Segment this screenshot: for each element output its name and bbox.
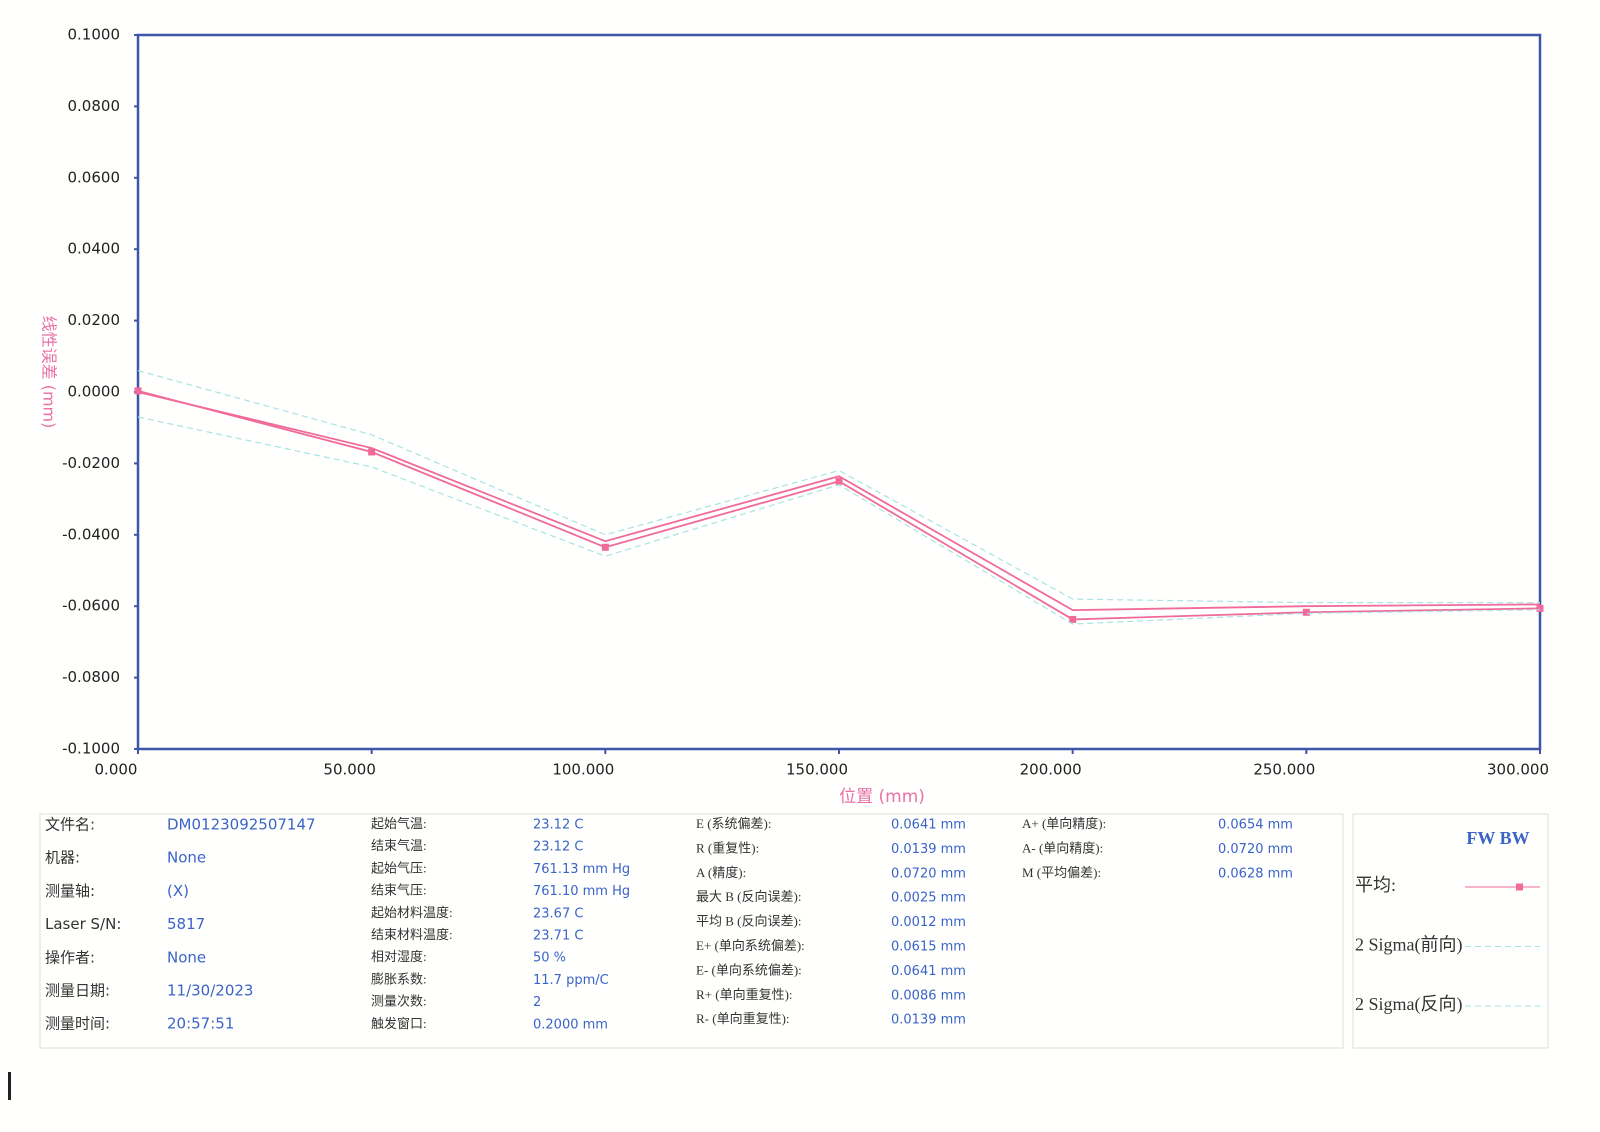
- x-tick-label: 100.000: [552, 761, 614, 779]
- sigma-line: [137, 370, 1540, 604]
- point-marker: [1302, 608, 1310, 616]
- y-tick-label: -0.1000: [62, 740, 120, 758]
- info-label: 膨胀系数:: [371, 971, 427, 986]
- x-axis-label: 位置 (mm): [839, 787, 925, 807]
- info-value: 0.0720 mm: [1218, 842, 1293, 857]
- info-value: 761.10 mm Hg: [533, 884, 630, 899]
- info-label: 结束气压:: [371, 883, 427, 898]
- info-label: Laser S/N:: [45, 915, 121, 933]
- info-value: 0.0720 mm: [891, 866, 966, 881]
- y-axis-label: 线性误差 (mm): [40, 316, 59, 429]
- y-tick-label: 0.1000: [68, 26, 121, 44]
- info-value: 0.0641 mm: [891, 964, 966, 979]
- y-tick-label: -0.0800: [62, 668, 120, 686]
- x-tick-label: 0.000: [95, 761, 138, 779]
- x-tick-label: 200.000: [1020, 761, 1082, 779]
- info-value: 11/30/2023: [167, 982, 253, 1000]
- info-label: 起始材料温度:: [371, 905, 453, 920]
- info-value: 0.0025 mm: [891, 891, 966, 906]
- x-tick-label: 300.000: [1487, 761, 1549, 779]
- y-tick-label: 0.0000: [68, 383, 121, 401]
- info-value: 0.0086 mm: [891, 988, 966, 1003]
- info-value: 23.12 C: [533, 840, 583, 855]
- info-value: 0.0628 mm: [1218, 866, 1293, 881]
- info-value: 2: [533, 995, 541, 1010]
- y-tick-label: 0.0200: [68, 311, 121, 329]
- info-value: (X): [167, 882, 189, 900]
- sigma-line: [137, 416, 1541, 625]
- info-value: 0.0139 mm: [891, 1013, 966, 1028]
- info-label: 结束气温:: [371, 838, 427, 853]
- info-value: 0.0012 mm: [891, 915, 966, 930]
- legend-label: 2 Sigma(前向): [1355, 935, 1463, 956]
- info-value: 11.7 ppm/C: [533, 973, 609, 988]
- info-label: 触发窗口:: [371, 1016, 427, 1031]
- legend-marker: [1516, 883, 1523, 891]
- info-label: 相对湿度:: [371, 949, 427, 964]
- info-label: 测量轴:: [45, 882, 95, 900]
- point-marker: [835, 477, 843, 485]
- info-label: 测量日期:: [45, 982, 110, 1000]
- info-label: 平均 B (反向误差):: [696, 914, 801, 929]
- info-label: M (平均偏差):: [1022, 865, 1101, 880]
- info-value: 761.13 mm Hg: [533, 862, 630, 877]
- info-label: 测量时间:: [45, 1015, 110, 1033]
- info-value: 5817: [167, 915, 205, 933]
- average-line: [137, 391, 1541, 612]
- info-value: DM0123092507147: [167, 816, 316, 834]
- info-value: None: [167, 849, 206, 867]
- info-label: E+ (单向系统偏差):: [696, 938, 805, 953]
- info-label: 机器:: [45, 849, 80, 867]
- info-value: 23.67 C: [533, 906, 583, 921]
- legend-box: [1352, 813, 1549, 1049]
- info-label: 起始气温:: [371, 816, 427, 831]
- y-tick-label: -0.0400: [62, 525, 120, 543]
- info-label: 文件名:: [45, 816, 95, 834]
- info-label: A (精度):: [696, 865, 746, 880]
- info-value: None: [167, 948, 206, 966]
- info-label: 起始气压:: [371, 860, 427, 875]
- info-label: R- (单向重复性):: [696, 1011, 790, 1026]
- info-label: 最大 B (反向误差):: [696, 889, 801, 904]
- scan-mark: [8, 1072, 11, 1100]
- info-label: 结束材料温度:: [371, 927, 453, 942]
- info-value: 23.71 C: [533, 929, 583, 944]
- legend-label: 平均:: [1355, 875, 1396, 895]
- point-marker: [601, 543, 609, 551]
- info-label: R (重复性):: [696, 840, 759, 855]
- info-label: 测量次数:: [371, 994, 427, 1009]
- info-value: 0.0641 mm: [891, 818, 966, 833]
- info-value: 0.0654 mm: [1218, 818, 1293, 833]
- point-marker: [1536, 604, 1544, 612]
- info-label: A- (单向精度):: [1022, 840, 1103, 855]
- info-label: E (系统偏差):: [696, 816, 771, 831]
- info-value: 0.2000 mm: [533, 1017, 608, 1032]
- info-value: 23.12 C: [533, 818, 583, 833]
- x-tick-label: 150.000: [786, 761, 848, 779]
- point-marker: [1069, 615, 1077, 623]
- info-box: [39, 813, 1344, 1049]
- point-marker: [368, 448, 376, 456]
- info-label: E- (单向系统偏差):: [696, 962, 802, 977]
- point-marker: [134, 387, 142, 395]
- y-tick-label: 0.0400: [68, 240, 121, 258]
- legend-header: FW BW: [1466, 828, 1529, 848]
- info-value: 0.0615 mm: [891, 940, 966, 955]
- info-value: 20:57:51: [167, 1015, 234, 1033]
- info-label: R+ (单向重复性):: [696, 987, 793, 1002]
- info-label: 操作者:: [45, 948, 95, 966]
- info-value: 0.0139 mm: [891, 842, 966, 857]
- y-tick-label: 0.0800: [68, 97, 121, 115]
- x-tick-label: 50.000: [323, 761, 376, 779]
- info-label: A+ (单向精度):: [1022, 816, 1106, 831]
- x-tick-label: 250.000: [1253, 761, 1315, 779]
- y-tick-label: -0.0600: [62, 597, 120, 615]
- legend-label: 2 Sigma(反向): [1355, 994, 1463, 1015]
- y-tick-label: 0.0600: [68, 168, 121, 186]
- y-tick-label: -0.0200: [62, 454, 120, 472]
- info-value: 50 %: [533, 951, 566, 966]
